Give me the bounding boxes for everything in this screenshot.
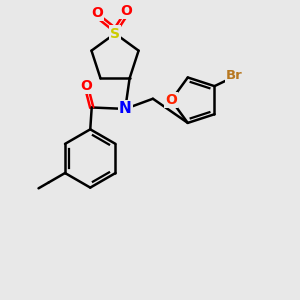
Text: O: O	[91, 6, 103, 20]
Text: O: O	[165, 93, 177, 107]
Text: S: S	[110, 26, 120, 40]
Text: N: N	[119, 101, 132, 116]
Text: Br: Br	[226, 69, 243, 82]
Text: O: O	[80, 79, 92, 93]
Text: O: O	[120, 4, 132, 18]
